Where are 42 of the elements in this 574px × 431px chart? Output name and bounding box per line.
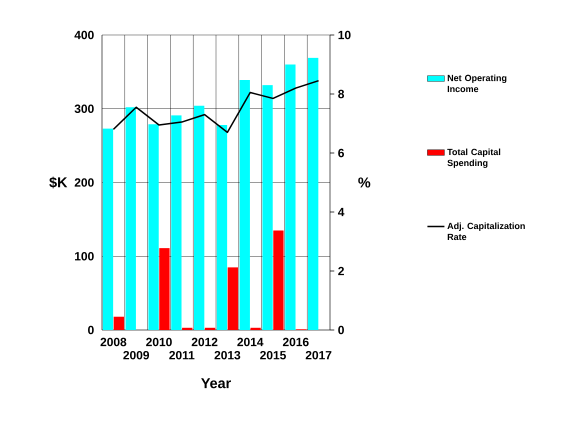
x-tick-label: 2011	[169, 350, 194, 360]
bar	[148, 124, 159, 330]
bar	[114, 316, 124, 330]
bar	[285, 64, 296, 330]
line-series	[112, 80, 320, 134]
bar	[159, 248, 170, 330]
x-tick-label: 2013	[214, 350, 240, 360]
y-tick-label: 0	[88, 326, 94, 334]
bar	[262, 85, 273, 330]
bar	[102, 128, 114, 330]
x-tick-label: 2008	[100, 338, 126, 346]
y2-tick-label: 4	[338, 208, 344, 216]
x-axis-title: Year	[201, 378, 231, 388]
y2-axis-title: %	[358, 177, 370, 188]
y2-tick-label: 8	[338, 90, 344, 98]
bar	[194, 106, 204, 330]
bar	[228, 267, 238, 330]
y2-tick-label: 6	[338, 148, 344, 158]
x-tick-label: 2016	[282, 338, 309, 346]
y-tick-label: 100	[75, 252, 94, 260]
legend-label: Total Capital Spending	[447, 148, 500, 168]
bar	[171, 115, 182, 330]
bar	[308, 58, 318, 330]
y2-tick-label: 10	[338, 30, 351, 40]
x-tick-label: 2012	[192, 338, 218, 346]
x-tick-label: 2010	[146, 338, 172, 346]
y-axis-title: $K	[49, 176, 68, 188]
bar	[216, 124, 228, 330]
y-tick-label: 300	[74, 104, 94, 113]
legend-label: Adj. Capitalization Rate	[447, 222, 525, 240]
y-tick-label: 400	[74, 30, 94, 40]
y2-tick-label: 2	[338, 266, 344, 276]
y2-tick-label: 0	[338, 326, 344, 334]
x-tick-label: 2009	[123, 350, 150, 360]
y-tick-label: 200	[74, 178, 94, 187]
x-tick-label: 2017	[306, 350, 332, 360]
bar	[126, 107, 136, 330]
legend-label: Net Operating Income	[448, 74, 506, 92]
x-tick-label: 2014	[237, 338, 264, 346]
bar	[273, 230, 284, 330]
x-tick-label: 2015	[260, 350, 286, 360]
bar	[240, 80, 250, 330]
